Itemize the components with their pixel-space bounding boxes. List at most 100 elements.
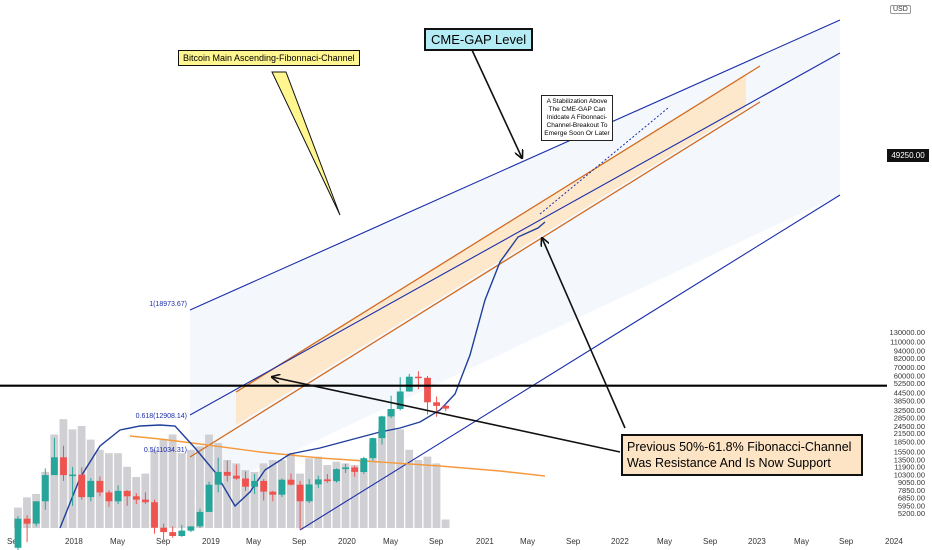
candle-body [405, 376, 413, 392]
y-tick-label: 28500.00 [894, 413, 925, 422]
y-tick-label: 52500.00 [894, 379, 925, 388]
x-tick-label: May [110, 537, 125, 546]
previous-fib-channel-callout: Previous 50%-61.8% Fibonacci-Channel Was… [621, 434, 863, 476]
candle-body [32, 501, 40, 524]
x-tick-label: May [520, 537, 535, 546]
volume-bar [368, 443, 377, 528]
x-tick-label: 2020 [338, 537, 356, 546]
y-tick-label: 5200.00 [898, 509, 925, 518]
previous-note-line2: Was Resistance And Is Now Support [627, 456, 831, 470]
x-tick-label: 2023 [748, 537, 766, 546]
x-tick-label: 2024 [885, 537, 903, 546]
volume-bar [232, 463, 241, 528]
x-tick-label: May [657, 537, 672, 546]
channel-lower-line [299, 194, 841, 531]
candle-body [278, 479, 286, 495]
volume-bar [405, 449, 414, 528]
channel-mid-line [189, 52, 841, 416]
prev-resistance-arrow [272, 377, 621, 453]
stabilization-note-line: Inidcate A Fibonnaci- [546, 114, 608, 121]
y-tick-label: 94000.00 [894, 346, 925, 355]
y-tick-label: 60000.00 [894, 372, 925, 381]
channel-title-callout: Bitcoin Main Ascending-Fibonnaci-Channel [178, 50, 360, 66]
volume-bar [423, 456, 432, 528]
x-tick-label: Sep [429, 537, 444, 546]
candle-body [324, 479, 331, 482]
stabilization-note-line: A Stabilization Above [546, 98, 608, 105]
candle-body [142, 499, 149, 503]
candle-body [87, 480, 95, 498]
candle-body [242, 478, 249, 487]
candle-body [132, 496, 140, 500]
x-tick-label: Sep [7, 537, 22, 546]
candle-body [360, 458, 368, 472]
candle-body [260, 480, 268, 492]
candle-body [178, 530, 186, 536]
volume-bar [314, 456, 323, 528]
x-tick-label: May [383, 537, 398, 546]
y-tick-label: 38500.00 [894, 397, 925, 406]
fib-level-label: 0.618(12908.14) [136, 413, 187, 420]
y-tick-label: 13500.00 [894, 455, 925, 464]
candle-body [196, 511, 204, 527]
y-tick-label: 9050.00 [898, 478, 925, 487]
currency-badge: USD [890, 5, 911, 14]
candle-body [251, 480, 258, 487]
candle-body [14, 518, 22, 548]
candle-body [205, 484, 213, 512]
candle-body [23, 518, 31, 524]
candle-body [415, 376, 422, 379]
candle-body [351, 467, 359, 472]
fib-band-fill [236, 74, 746, 425]
volume-bar [150, 449, 159, 528]
volume-bar [177, 453, 186, 528]
volume-bar [196, 446, 204, 528]
candle-body [396, 391, 404, 409]
volume-bar [414, 460, 423, 528]
candle-body [78, 474, 86, 498]
y-tick-label: 11900.00 [894, 463, 925, 472]
candle-body [342, 467, 349, 470]
candle-body [96, 480, 104, 493]
y-tick-label: 15500.00 [894, 448, 925, 457]
x-tick-label: Sep [292, 537, 307, 546]
candle-body [287, 479, 295, 485]
x-tick-label: Sep [839, 537, 854, 546]
candle-body [333, 469, 340, 482]
cme-gap-arrow [471, 49, 522, 158]
volume-bar [359, 460, 368, 528]
channel-callout-pointer [271, 71, 341, 216]
volume-bar [186, 449, 195, 528]
stabilization-note-line: Emerge Soon Or Later [544, 130, 610, 137]
y-tick-label: 24500.00 [894, 422, 925, 431]
x-tick-label: Sep [566, 537, 581, 546]
x-tick-label: Sep [703, 537, 718, 546]
y-tick-label: 130000.00 [890, 328, 925, 337]
candle-body [442, 405, 450, 409]
volume-bar [341, 463, 350, 528]
x-tick-label: May [246, 537, 261, 546]
x-tick-label: 2018 [65, 537, 83, 546]
fib-lower-line [189, 101, 761, 458]
volume-bar [23, 497, 31, 528]
x-tick-label: May [794, 537, 809, 546]
candle-body [378, 416, 386, 439]
volume-bar [205, 434, 213, 528]
fib-level-label: 0.5(11034.31) [144, 447, 187, 454]
candle-body [314, 479, 322, 485]
y-tick-label: 70000.00 [894, 363, 925, 372]
channel-upper-line [189, 19, 841, 311]
horizontal-level-price-tag: 49250.00 [887, 149, 929, 162]
volume-bar [432, 463, 441, 528]
volume-bar [241, 470, 250, 528]
y-tick-label: 7850.00 [898, 486, 925, 495]
previous-note-line1: Previous 50%-61.8% Fibonacci-Channel [627, 440, 852, 454]
candle-body [387, 409, 395, 417]
volume-bar [250, 471, 259, 528]
candle-body [296, 484, 304, 502]
candle-body [41, 475, 49, 502]
candle-body [69, 474, 76, 477]
x-tick-label: 2021 [476, 537, 494, 546]
y-tick-label: 5950.00 [898, 501, 925, 510]
